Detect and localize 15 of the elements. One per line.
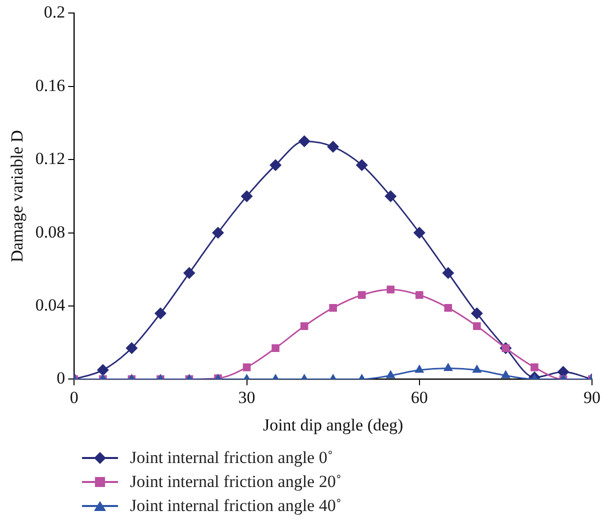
legend-label: Joint internal friction angle 40˚ [130,496,342,516]
x-tick-label: 60 [410,388,428,407]
y-tick-label: 0.04 [35,295,66,314]
y-tick-label: 0.16 [35,76,66,95]
y-tick-label: 0.2 [44,2,66,22]
legend-label: Joint internal friction angle 0˚ [130,448,333,468]
x-axis-title: Joint dip angle (deg) [262,415,404,434]
legend-label: Joint internal friction angle 20˚ [130,472,342,492]
y-tick-label: 0 [56,368,66,388]
y-tick-label: 0.08 [35,222,66,242]
x-tick-label: 90 [584,388,600,407]
y-tick-label: 0.12 [35,149,66,168]
y-axis-title: Damage variable D [8,130,27,262]
x-tick-label: 0 [70,388,78,407]
x-tick-label: 30 [238,388,256,407]
